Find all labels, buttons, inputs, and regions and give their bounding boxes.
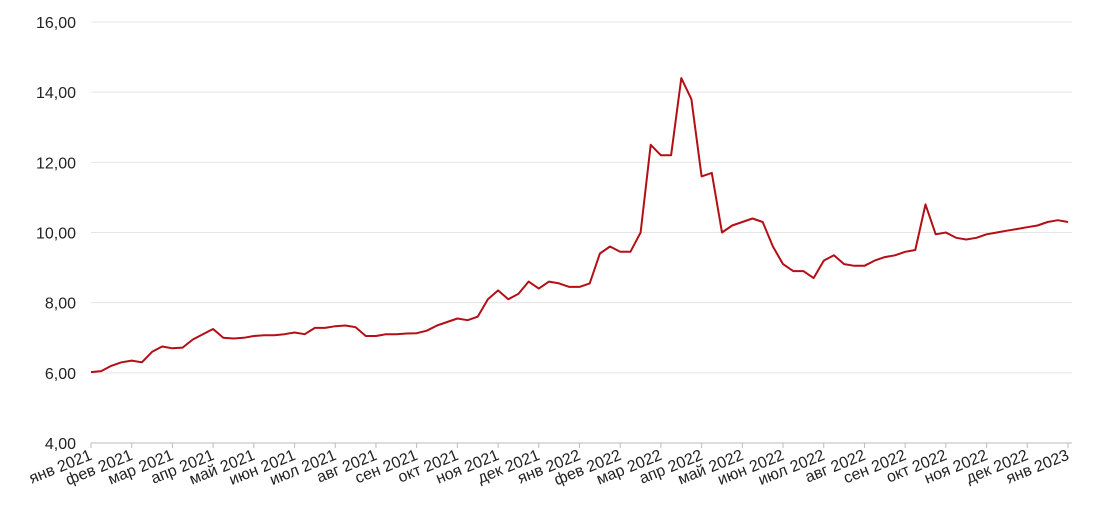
y-tick-label: 6,00 <box>45 366 76 383</box>
y-tick-label: 8,00 <box>45 296 76 313</box>
y-tick-label: 14,00 <box>36 85 76 102</box>
y-tick-label: 16,00 <box>36 15 76 32</box>
line <box>90 77 1069 374</box>
y-tick-label: 4,00 <box>45 436 76 453</box>
y-tick-label: 10,00 <box>36 226 76 243</box>
y-tick-label: 12,00 <box>36 155 76 172</box>
